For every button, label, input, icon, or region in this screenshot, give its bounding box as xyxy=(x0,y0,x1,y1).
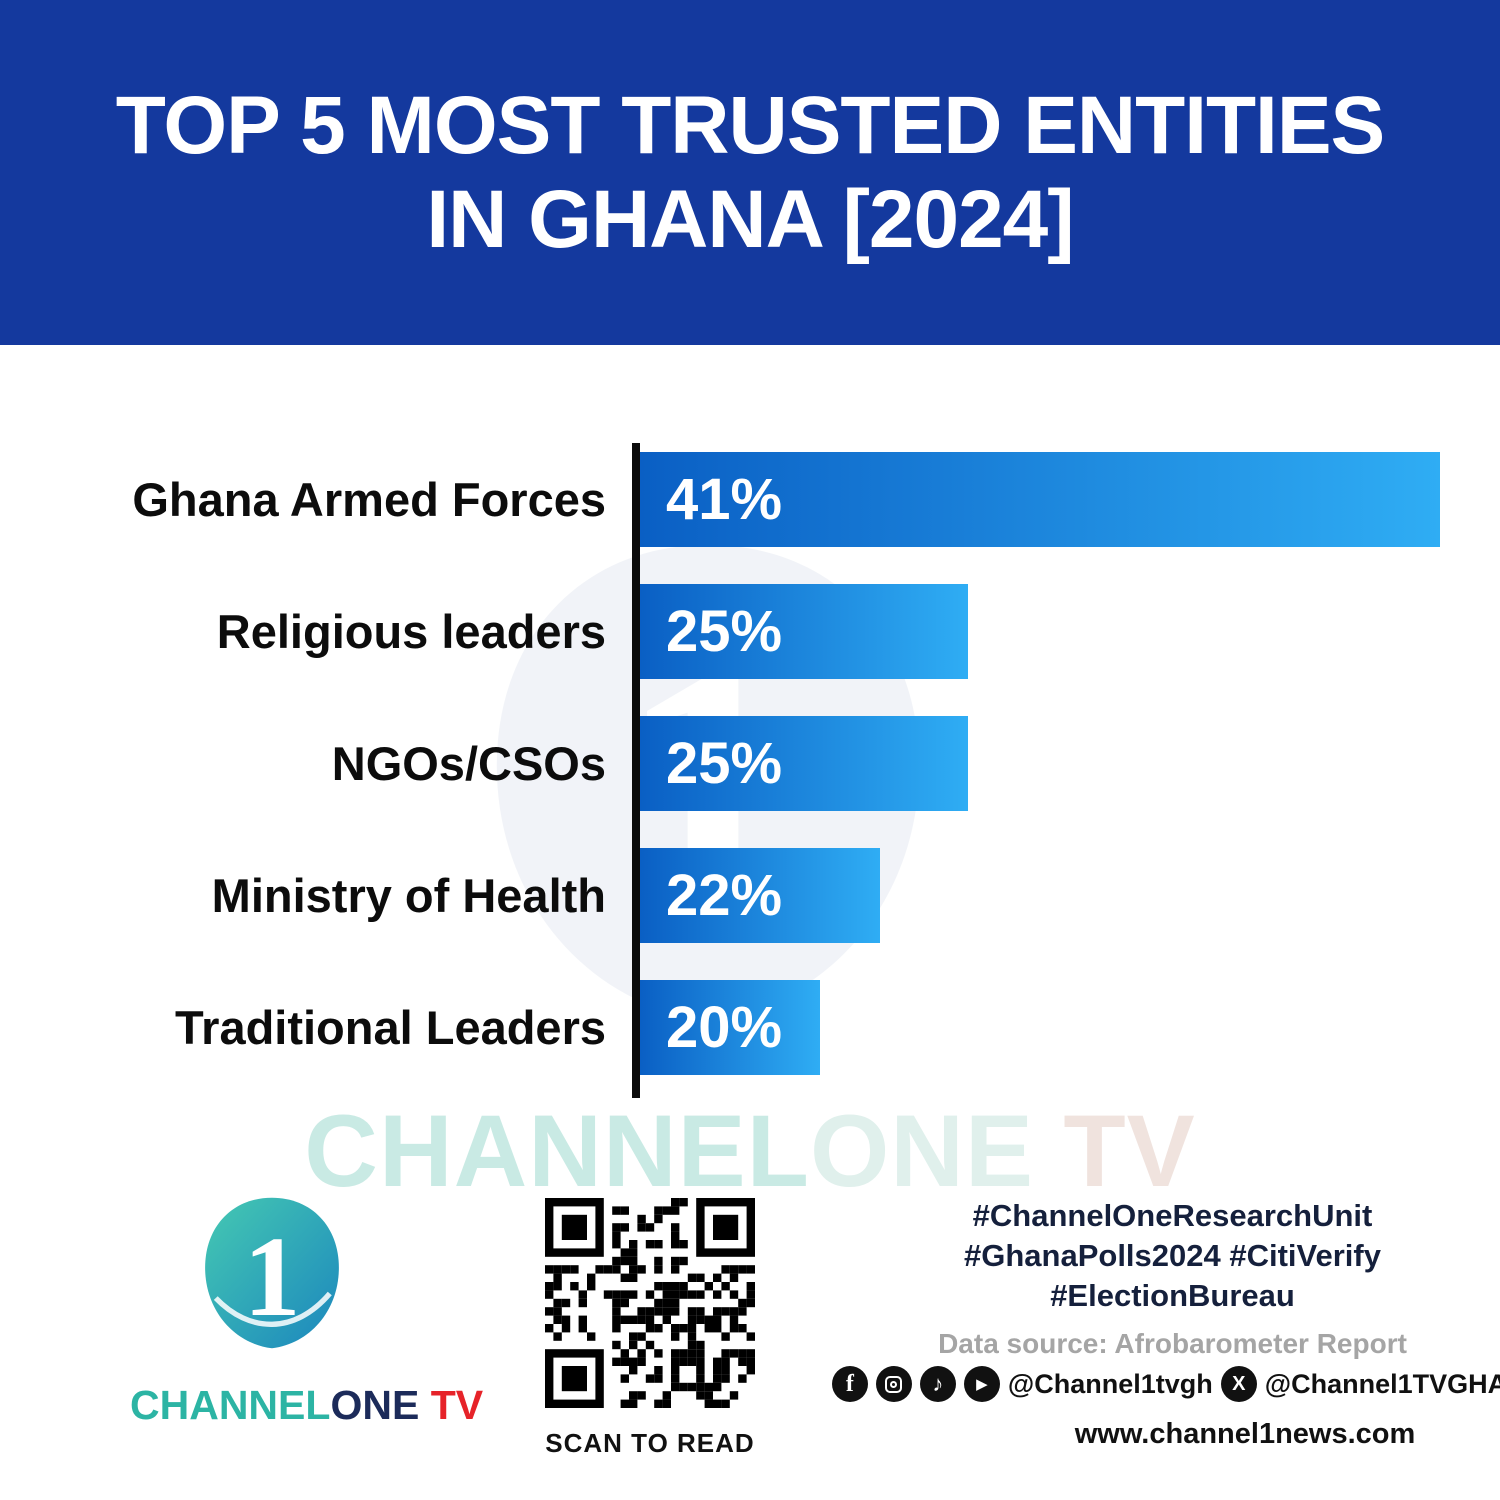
category-label: Ministry of Health xyxy=(211,869,606,922)
category-label: Traditional Leaders xyxy=(175,1001,606,1054)
bar: 41% xyxy=(640,452,1440,547)
website-url: www.channel1news.com xyxy=(1074,1418,1416,1450)
header-banner: TOP 5 MOST TRUSTED ENTITIES IN GHANA [20… xyxy=(0,0,1500,345)
channel-one-watermark: CHANNELONE TV xyxy=(304,1094,1196,1208)
value-label: 25% xyxy=(666,731,783,796)
bar: 20% xyxy=(640,980,820,1075)
data-source-text: Data source: Afrobarometer Report xyxy=(938,1328,1407,1359)
bar-chart: Ghana Armed Forces 41% Religious leaders… xyxy=(0,452,1500,1075)
value-label: 22% xyxy=(666,863,783,928)
bar-row: Ministry of Health 22% xyxy=(0,848,1500,943)
chart-title-line2: IN GHANA [2024] xyxy=(426,173,1074,265)
tiktok-icon: ♪ xyxy=(919,1366,956,1402)
bar-row: Traditional Leaders 20% xyxy=(0,980,1500,1075)
instagram-icon xyxy=(875,1366,912,1402)
x-icon: X xyxy=(1220,1366,1257,1402)
bar-track: 22% xyxy=(640,848,1440,943)
value-label: 25% xyxy=(666,599,783,664)
bar-track: 20% xyxy=(640,980,1440,1075)
category-label: Ghana Armed Forces xyxy=(132,473,606,526)
bar-track: 25% xyxy=(640,716,1440,811)
youtube-icon: ▶ xyxy=(963,1366,1000,1402)
social-row: f ♪ ▶ @Channel1tvgh X @Channel1TVGHA xyxy=(831,1366,1500,1402)
value-label: 20% xyxy=(666,995,783,1060)
hashtag-line: #ChannelOneResearchUnit xyxy=(972,1198,1373,1233)
logo-numeral: 1 xyxy=(244,1213,301,1340)
bar: 22% xyxy=(640,848,880,943)
axis-line xyxy=(632,443,640,1098)
bar-row: Religious leaders 25% xyxy=(0,584,1500,679)
category-label: NGOs/CSOs xyxy=(331,737,606,790)
x-handle: @Channel1TVGHA xyxy=(1264,1368,1500,1399)
facebook-icon: f xyxy=(831,1366,868,1402)
category-label: Religious leaders xyxy=(216,605,606,658)
bar-row: Ghana Armed Forces 41% xyxy=(0,452,1500,547)
value-label: 41% xyxy=(666,467,783,532)
bar-track: 25% xyxy=(640,584,1440,679)
bar-row: NGOs/CSOs 25% xyxy=(0,716,1500,811)
channel-one-logo: 1 xyxy=(196,1192,348,1354)
bar-track: 41% xyxy=(640,452,1440,547)
qr-code xyxy=(545,1198,755,1408)
bar: 25% xyxy=(640,716,968,811)
hashtag-line: #ElectionBureau xyxy=(1050,1278,1295,1313)
brand-wordmark: CHANNELONE TV xyxy=(130,1382,484,1428)
instagram-handle: @Channel1tvgh xyxy=(1007,1368,1213,1399)
chart-title-line1: TOP 5 MOST TRUSTED ENTITIES xyxy=(115,80,1385,172)
hashtags-block: #ChannelOneResearchUnit #GhanaPolls2024 … xyxy=(870,1196,1475,1316)
hashtag-line: #GhanaPolls2024 #CitiVerify xyxy=(964,1238,1381,1273)
qr-caption: SCAN TO READ xyxy=(545,1428,755,1458)
bar: 25% xyxy=(640,584,968,679)
